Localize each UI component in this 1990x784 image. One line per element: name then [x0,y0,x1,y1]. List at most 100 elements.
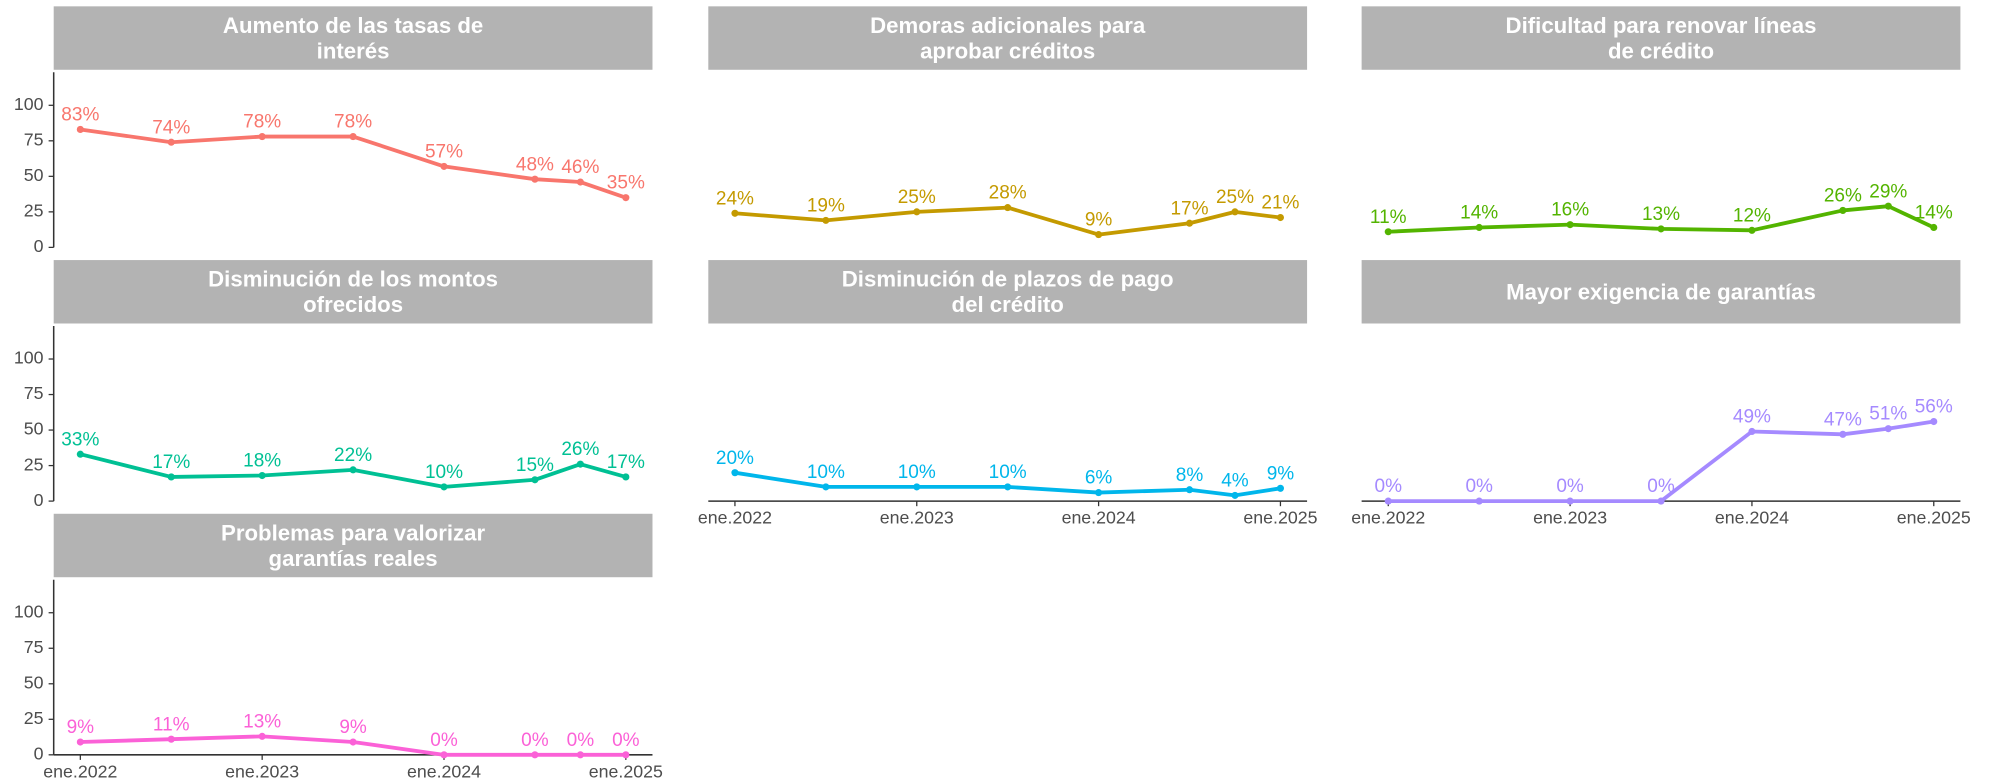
data-label: 17% [152,452,190,473]
point [1566,497,1574,505]
y-tick-label: 0 [34,744,44,764]
y-tick-label: 50 [24,165,44,185]
facet-title-box: Disminución de los montos ofrecidos [208,266,498,317]
point [1384,497,1392,505]
y-tick-label: 75 [24,383,44,403]
point [622,194,630,202]
facet-strip [708,260,1308,324]
point [622,751,630,759]
point [76,450,84,458]
facet-title: Problemas para valorizar garantías reale… [221,520,486,571]
point [1839,206,1847,214]
data-label: 26% [561,439,599,460]
point [167,735,175,743]
y-tick-label: 75 [24,130,44,150]
facet-title: Dificultad para renovar líneas de crédit… [1505,12,1817,64]
data-label: 0% [1465,476,1493,497]
point [1095,231,1103,239]
y-tick-label: 75 [24,637,44,657]
x-tick-label: ene.2025 [1243,508,1317,528]
x-tick-label: ene.2025 [589,761,663,781]
data-label: 0% [430,730,458,751]
data-label: 8% [1176,465,1204,486]
point [576,460,584,468]
data-label: 0% [1375,476,1403,497]
data-label: 83% [61,105,99,126]
data-label: 29% [1869,181,1907,202]
point [1657,497,1665,505]
data-label: 57% [425,141,463,162]
data-label: 19% [807,195,845,216]
data-label: 13% [1642,204,1680,225]
facet-strip [1361,260,1961,324]
x-tick-label: ene.2022 [43,761,117,781]
facet-strip [53,6,653,70]
point [576,751,584,759]
x-tick-label: ene.2023 [1533,508,1607,528]
y-tick-label: 100 [14,348,44,368]
data-label: 33% [61,429,99,450]
data-label: 18% [243,451,281,472]
x-tick-label: ene.2024 [1062,508,1136,528]
y-tick-label: 0 [34,490,44,510]
x-tick-label: ene.2022 [698,508,772,528]
data-label: 17% [607,452,645,473]
point [1276,213,1284,222]
data-label: 35% [607,173,645,194]
point [913,483,921,491]
data-label: 9% [1085,210,1113,231]
data-label: 16% [1551,200,1589,221]
series-line [734,470,1281,498]
data-label: 17% [1170,198,1208,219]
y-tick-label: 0 [34,236,44,256]
point [349,133,357,141]
point [1004,483,1012,491]
y-tick-label: 50 [24,672,44,692]
point [1884,425,1892,433]
y-tick-label: 25 [24,201,44,221]
data-label: 4% [1221,470,1249,491]
series-line [1388,204,1935,234]
point [1231,491,1239,499]
point [576,178,584,186]
facet-title-box: Aumento de las tasas de interés [223,13,483,64]
data-label: 28% [989,183,1027,204]
point [1566,221,1574,229]
facet-strip [53,513,653,578]
point [531,751,539,759]
data-label: 25% [898,187,936,208]
series-line [80,127,627,200]
series-line [1388,419,1935,504]
data-label: 9% [1267,463,1295,484]
data-label: 11% [1370,207,1407,228]
point [1004,204,1012,212]
x-tick-label: ene.2023 [880,508,954,528]
facet-title: Demoras adicionales para aprobar crédito… [870,12,1146,64]
point [167,138,175,146]
facet-title-box: Dificultad para renovar líneas de crédit… [1505,12,1817,64]
point [258,732,266,740]
data-label: 21% [1261,193,1299,214]
point [1930,223,1938,232]
point [349,738,357,746]
point [622,473,630,481]
x-tick-label: ene.2025 [1897,508,1971,528]
data-label: 49% [1733,407,1771,428]
point [76,738,84,746]
point [1748,226,1756,234]
x-tick-label: ene.2022 [1351,508,1425,528]
point [731,469,739,477]
data-label: 0% [1647,476,1675,497]
data-label: 20% [716,448,754,469]
point [1930,417,1938,426]
data-label: 0% [1556,476,1584,497]
data-label: 46% [561,157,599,178]
data-label: 9% [67,717,95,738]
data-label: 15% [516,455,554,476]
point [1185,486,1194,494]
data-label: 22% [334,445,372,466]
data-label: 10% [425,462,463,483]
point [913,208,921,216]
point [76,125,84,134]
data-label: 47% [1824,409,1862,430]
